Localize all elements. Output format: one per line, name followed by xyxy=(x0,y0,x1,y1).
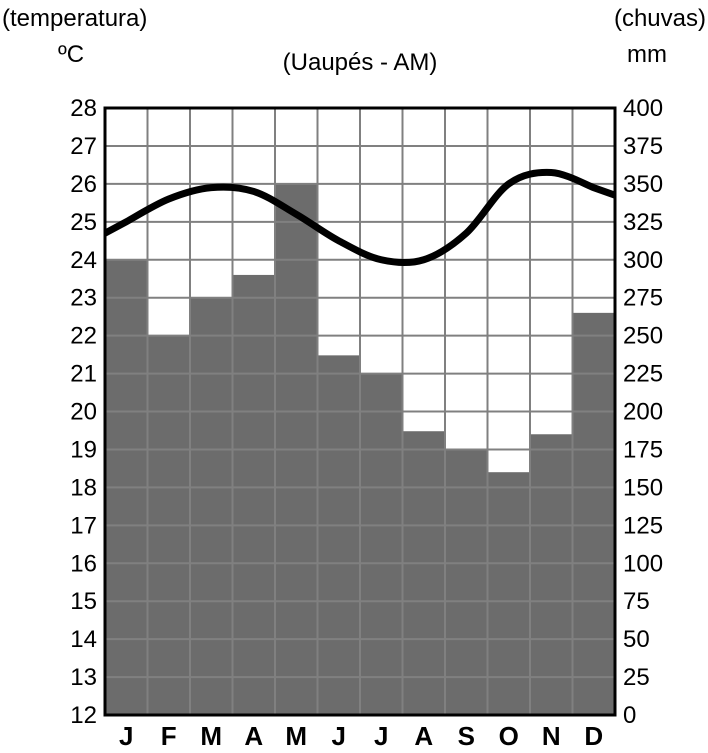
temp-tick-label: 28 xyxy=(70,95,97,122)
temp-tick-label: 18 xyxy=(70,474,97,501)
month-label: J xyxy=(119,721,133,751)
left-axis-header: (temperatura) xyxy=(2,5,147,32)
rain-tick-label: 300 xyxy=(623,247,663,274)
bar xyxy=(403,431,446,715)
rain-tick-label: 50 xyxy=(623,626,650,653)
temp-tick-label: 20 xyxy=(70,399,97,426)
rain-tick-label: 175 xyxy=(623,436,663,463)
rain-tick-label: 375 xyxy=(623,133,663,160)
month-label: S xyxy=(458,721,475,751)
month-label: J xyxy=(374,721,388,751)
month-label: M xyxy=(200,721,222,751)
temp-tick-label: 26 xyxy=(70,171,97,198)
rain-tick-label: 75 xyxy=(623,588,650,615)
chart-title: (Uaupés - AM) xyxy=(283,49,438,76)
rain-tick-label: 350 xyxy=(623,171,663,198)
rain-tick-label: 100 xyxy=(623,550,663,577)
chart-svg: (temperatura) (chuvas) ºC mm (Uaupés - AM) 12… xyxy=(0,0,708,753)
temp-tick-label: 15 xyxy=(70,588,97,615)
climograph-chart: (temperatura) (chuvas) ºC mm (Uaupés - AM) 12… xyxy=(0,0,708,753)
rain-tick-label: 0 xyxy=(623,702,636,729)
month-label: F xyxy=(161,721,177,751)
temp-tick-label: 14 xyxy=(70,626,97,653)
right-axis-unit: mm xyxy=(627,41,667,68)
temp-tick-label: 27 xyxy=(70,133,97,160)
rain-tick-label: 325 xyxy=(623,209,663,236)
rain-tick-label: 125 xyxy=(623,512,663,539)
month-label: A xyxy=(414,721,433,751)
temp-tick-label: 24 xyxy=(70,247,97,274)
temp-tick-label: 19 xyxy=(70,436,97,463)
temp-tick-label: 16 xyxy=(70,550,97,577)
month-label: J xyxy=(332,721,346,751)
temp-tick-label: 13 xyxy=(70,664,97,691)
left-axis-unit: ºC xyxy=(58,41,84,68)
rain-tick-label: 275 xyxy=(623,285,663,312)
temp-tick-label: 17 xyxy=(70,512,97,539)
bar xyxy=(190,298,233,715)
bar xyxy=(360,374,403,715)
month-label: N xyxy=(542,721,561,751)
rain-tick-label: 25 xyxy=(623,664,650,691)
month-label: M xyxy=(285,721,307,751)
rain-tick-label: 250 xyxy=(623,323,663,350)
temp-tick-label: 23 xyxy=(70,285,97,312)
temp-tick-label: 21 xyxy=(70,361,97,388)
month-label: O xyxy=(499,721,519,751)
bar xyxy=(318,355,361,715)
rain-tick-label: 200 xyxy=(623,399,663,426)
bar xyxy=(233,275,276,715)
bar xyxy=(488,472,531,715)
bar xyxy=(445,449,488,715)
bar xyxy=(530,434,573,715)
temp-tick-label: 22 xyxy=(70,323,97,350)
right-axis-header: (chuvas) xyxy=(614,5,706,32)
temp-tick-label: 12 xyxy=(70,702,97,729)
rain-tick-label: 225 xyxy=(623,361,663,388)
month-label: A xyxy=(244,721,263,751)
temp-tick-label: 25 xyxy=(70,209,97,236)
rain-tick-label: 400 xyxy=(623,95,663,122)
rain-tick-label: 150 xyxy=(623,474,663,501)
month-label: D xyxy=(584,721,603,751)
